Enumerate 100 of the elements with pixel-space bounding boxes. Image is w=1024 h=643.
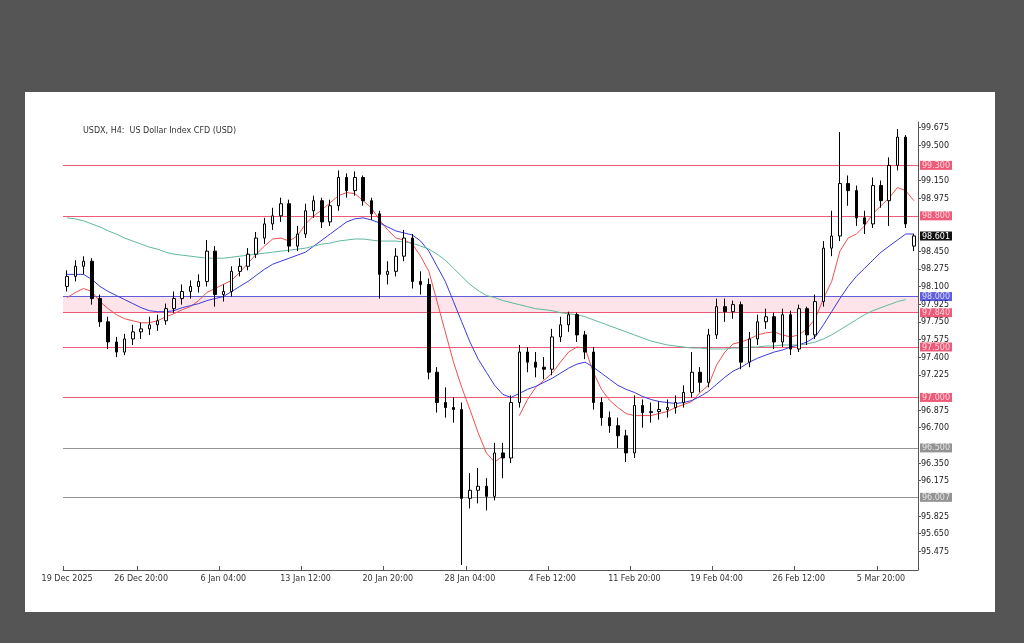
candlestick: [394, 247, 398, 277]
candlestick: [657, 401, 661, 421]
candlestick: [781, 308, 784, 348]
candlestick: [624, 429, 628, 463]
candlestick: [386, 260, 389, 285]
y-tick-label: 96.350: [921, 458, 949, 468]
y-tick-label: 96.875: [921, 405, 949, 415]
ref-line-label: 97.000: [922, 392, 950, 402]
x-tick-label: 26 Dec 20:00: [114, 573, 169, 583]
candlestick: [575, 312, 579, 343]
y-tick-label: 97.750: [921, 317, 949, 327]
candlestick: [542, 356, 546, 380]
candlestick: [238, 257, 242, 277]
candlestick: [222, 283, 225, 303]
candlestick: [370, 197, 373, 221]
ref-line-label: 96.007: [922, 492, 950, 502]
candlestick: [172, 291, 176, 314]
candlestick: [838, 131, 842, 242]
candlestick: [106, 316, 110, 350]
x-tick-label: 6 Jan 04:00: [200, 573, 247, 583]
text: 98.601: [922, 231, 950, 241]
candlestick: [115, 336, 118, 358]
candlestick: [616, 417, 620, 449]
candlestick: [715, 298, 718, 340]
candlestick: [131, 324, 135, 346]
x-tick-label: 11 Feb 20:00: [608, 573, 661, 583]
candlestick: [789, 310, 792, 356]
y-tick-label: 98.975: [921, 193, 949, 203]
candlestick: [378, 210, 381, 300]
x-tick-label: 19 Dec 2025: [41, 573, 93, 583]
candlestick: [666, 398, 669, 419]
candlestick: [690, 351, 694, 398]
candlestick: [887, 156, 891, 227]
x-tick-label: 13 Jan 12:00: [280, 573, 331, 583]
candlestick: [74, 259, 77, 282]
candlestick: [559, 316, 562, 343]
candlestick: [822, 240, 825, 308]
candlestick: [123, 333, 126, 356]
candlestick: [263, 217, 266, 245]
candlestick: [731, 300, 735, 320]
candlestick: [139, 322, 143, 340]
x-tick-label: 19 Feb 04:00: [690, 573, 743, 583]
candlestick: [246, 247, 250, 271]
candlestick: [813, 294, 817, 340]
y-tick-label: 99.500: [921, 140, 949, 150]
ref-line-label: 98.000: [922, 292, 950, 302]
candlestick: [772, 312, 776, 350]
candlestick: [863, 210, 866, 235]
x-tick-label: 20 Jan 20:00: [362, 573, 414, 583]
candlestick: [427, 277, 431, 380]
candlestick: [501, 442, 505, 479]
line-series: [66, 217, 915, 405]
x-tick-label: 28 Jan 04:00: [444, 573, 496, 583]
candlestick: [82, 255, 85, 275]
candlestick: [271, 207, 274, 231]
candlestick: [764, 308, 768, 330]
candlestick: [148, 316, 151, 336]
candlestick: [509, 394, 513, 464]
candlestick: [830, 210, 833, 257]
candlestick: [345, 172, 348, 199]
x-tick-label: 26 Feb 12:00: [772, 573, 826, 583]
y-tick-label: 95.650: [921, 529, 949, 539]
candlestick: [254, 231, 258, 259]
candlestick: [846, 174, 850, 207]
candlestick: [633, 394, 636, 459]
ref-line-label: 97.500: [922, 342, 950, 352]
candlestick: [739, 301, 743, 370]
candlestick: [65, 269, 69, 293]
candlestick: [304, 203, 307, 239]
candlestick: [600, 396, 603, 427]
candlestick: [567, 311, 570, 333]
y-tick-label: 98.450: [921, 246, 949, 256]
candlestick: [805, 306, 809, 346]
ref-line-label: 99.300: [922, 160, 950, 170]
candlestick: [197, 273, 200, 294]
candlestick: [328, 199, 332, 227]
y-tick-label: 97.925: [921, 299, 949, 309]
x-tick-label: 4 Feb 12:00: [528, 573, 576, 583]
candlestick: [518, 344, 521, 409]
candlestick: [180, 283, 184, 306]
candlestick: [164, 303, 168, 326]
candlestick: [526, 346, 529, 373]
ref-line-label: 97.840: [922, 308, 950, 318]
candlestick: [912, 233, 916, 252]
y-tick-label: 99.150: [921, 176, 949, 186]
y-tick-label: 96.700: [921, 423, 949, 433]
candlestick: [649, 402, 653, 424]
y-tick-label: 98.100: [921, 281, 949, 291]
candlestick: [756, 314, 759, 346]
candlestick: [707, 328, 710, 388]
candlestick: [296, 225, 299, 252]
candlestick: [879, 180, 883, 209]
candlestick: [156, 314, 159, 332]
candlestick: [213, 245, 217, 308]
candlestick: [444, 386, 447, 419]
candlestick: [361, 174, 365, 207]
candlestick: [896, 128, 899, 171]
candlestick: [682, 384, 685, 409]
y-tick-label: 97.400: [921, 352, 949, 362]
candlestick: [550, 328, 554, 376]
